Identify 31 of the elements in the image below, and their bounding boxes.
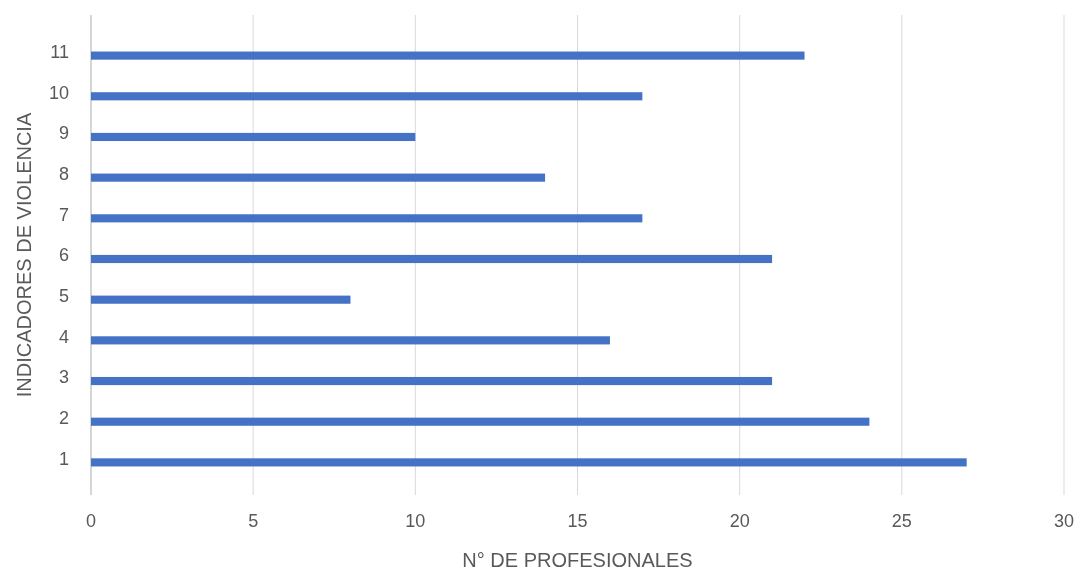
y-tick-label: 6 — [58, 245, 69, 266]
x-tick-label: 30 — [1053, 511, 1075, 531]
x-tick-label: 20 — [729, 511, 750, 531]
y-axis-title: INDICADORES DE VIOLENCIA — [13, 112, 35, 398]
bar — [91, 173, 546, 182]
bar — [91, 417, 870, 426]
bar — [91, 295, 351, 304]
x-tick-label: 25 — [891, 511, 912, 531]
y-tick-label: 2 — [58, 408, 69, 429]
bar — [91, 92, 643, 101]
y-tick-label: 9 — [58, 123, 69, 144]
x-tick-label: 10 — [405, 511, 426, 531]
y-tick-label: 7 — [58, 204, 69, 225]
bar — [91, 336, 610, 345]
y-tick-label: 4 — [58, 326, 69, 347]
y-tick-label: 11 — [50, 41, 69, 62]
y-tick-label: 8 — [58, 163, 69, 184]
x-tick-label: 5 — [248, 511, 259, 531]
x-axis-title: N° DE PROFESIONALES — [462, 549, 693, 571]
bar — [91, 132, 416, 142]
y-tick-label: 5 — [58, 285, 69, 306]
bar — [91, 458, 967, 467]
y-tick-label: 3 — [58, 367, 69, 388]
y-tick-label: 10 — [48, 82, 69, 103]
y-tick-label: 1 — [58, 448, 69, 469]
bar — [91, 51, 805, 60]
bar — [91, 254, 773, 264]
x-tick-label: 0 — [85, 511, 97, 531]
bar — [91, 214, 643, 223]
x-tick-label: 15 — [567, 511, 588, 531]
bar — [91, 376, 773, 386]
